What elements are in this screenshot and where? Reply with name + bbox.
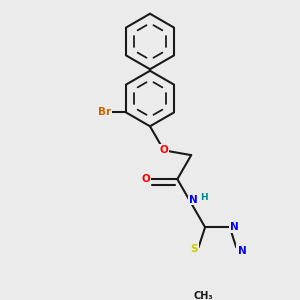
Text: N: N [238, 246, 246, 256]
Text: S: S [190, 244, 198, 254]
Text: N: N [189, 194, 198, 205]
Text: H: H [200, 193, 208, 202]
Text: N: N [230, 222, 239, 232]
Text: CH₃: CH₃ [194, 291, 213, 300]
Text: Br: Br [98, 107, 112, 117]
Text: O: O [142, 174, 150, 184]
Text: O: O [160, 145, 168, 155]
